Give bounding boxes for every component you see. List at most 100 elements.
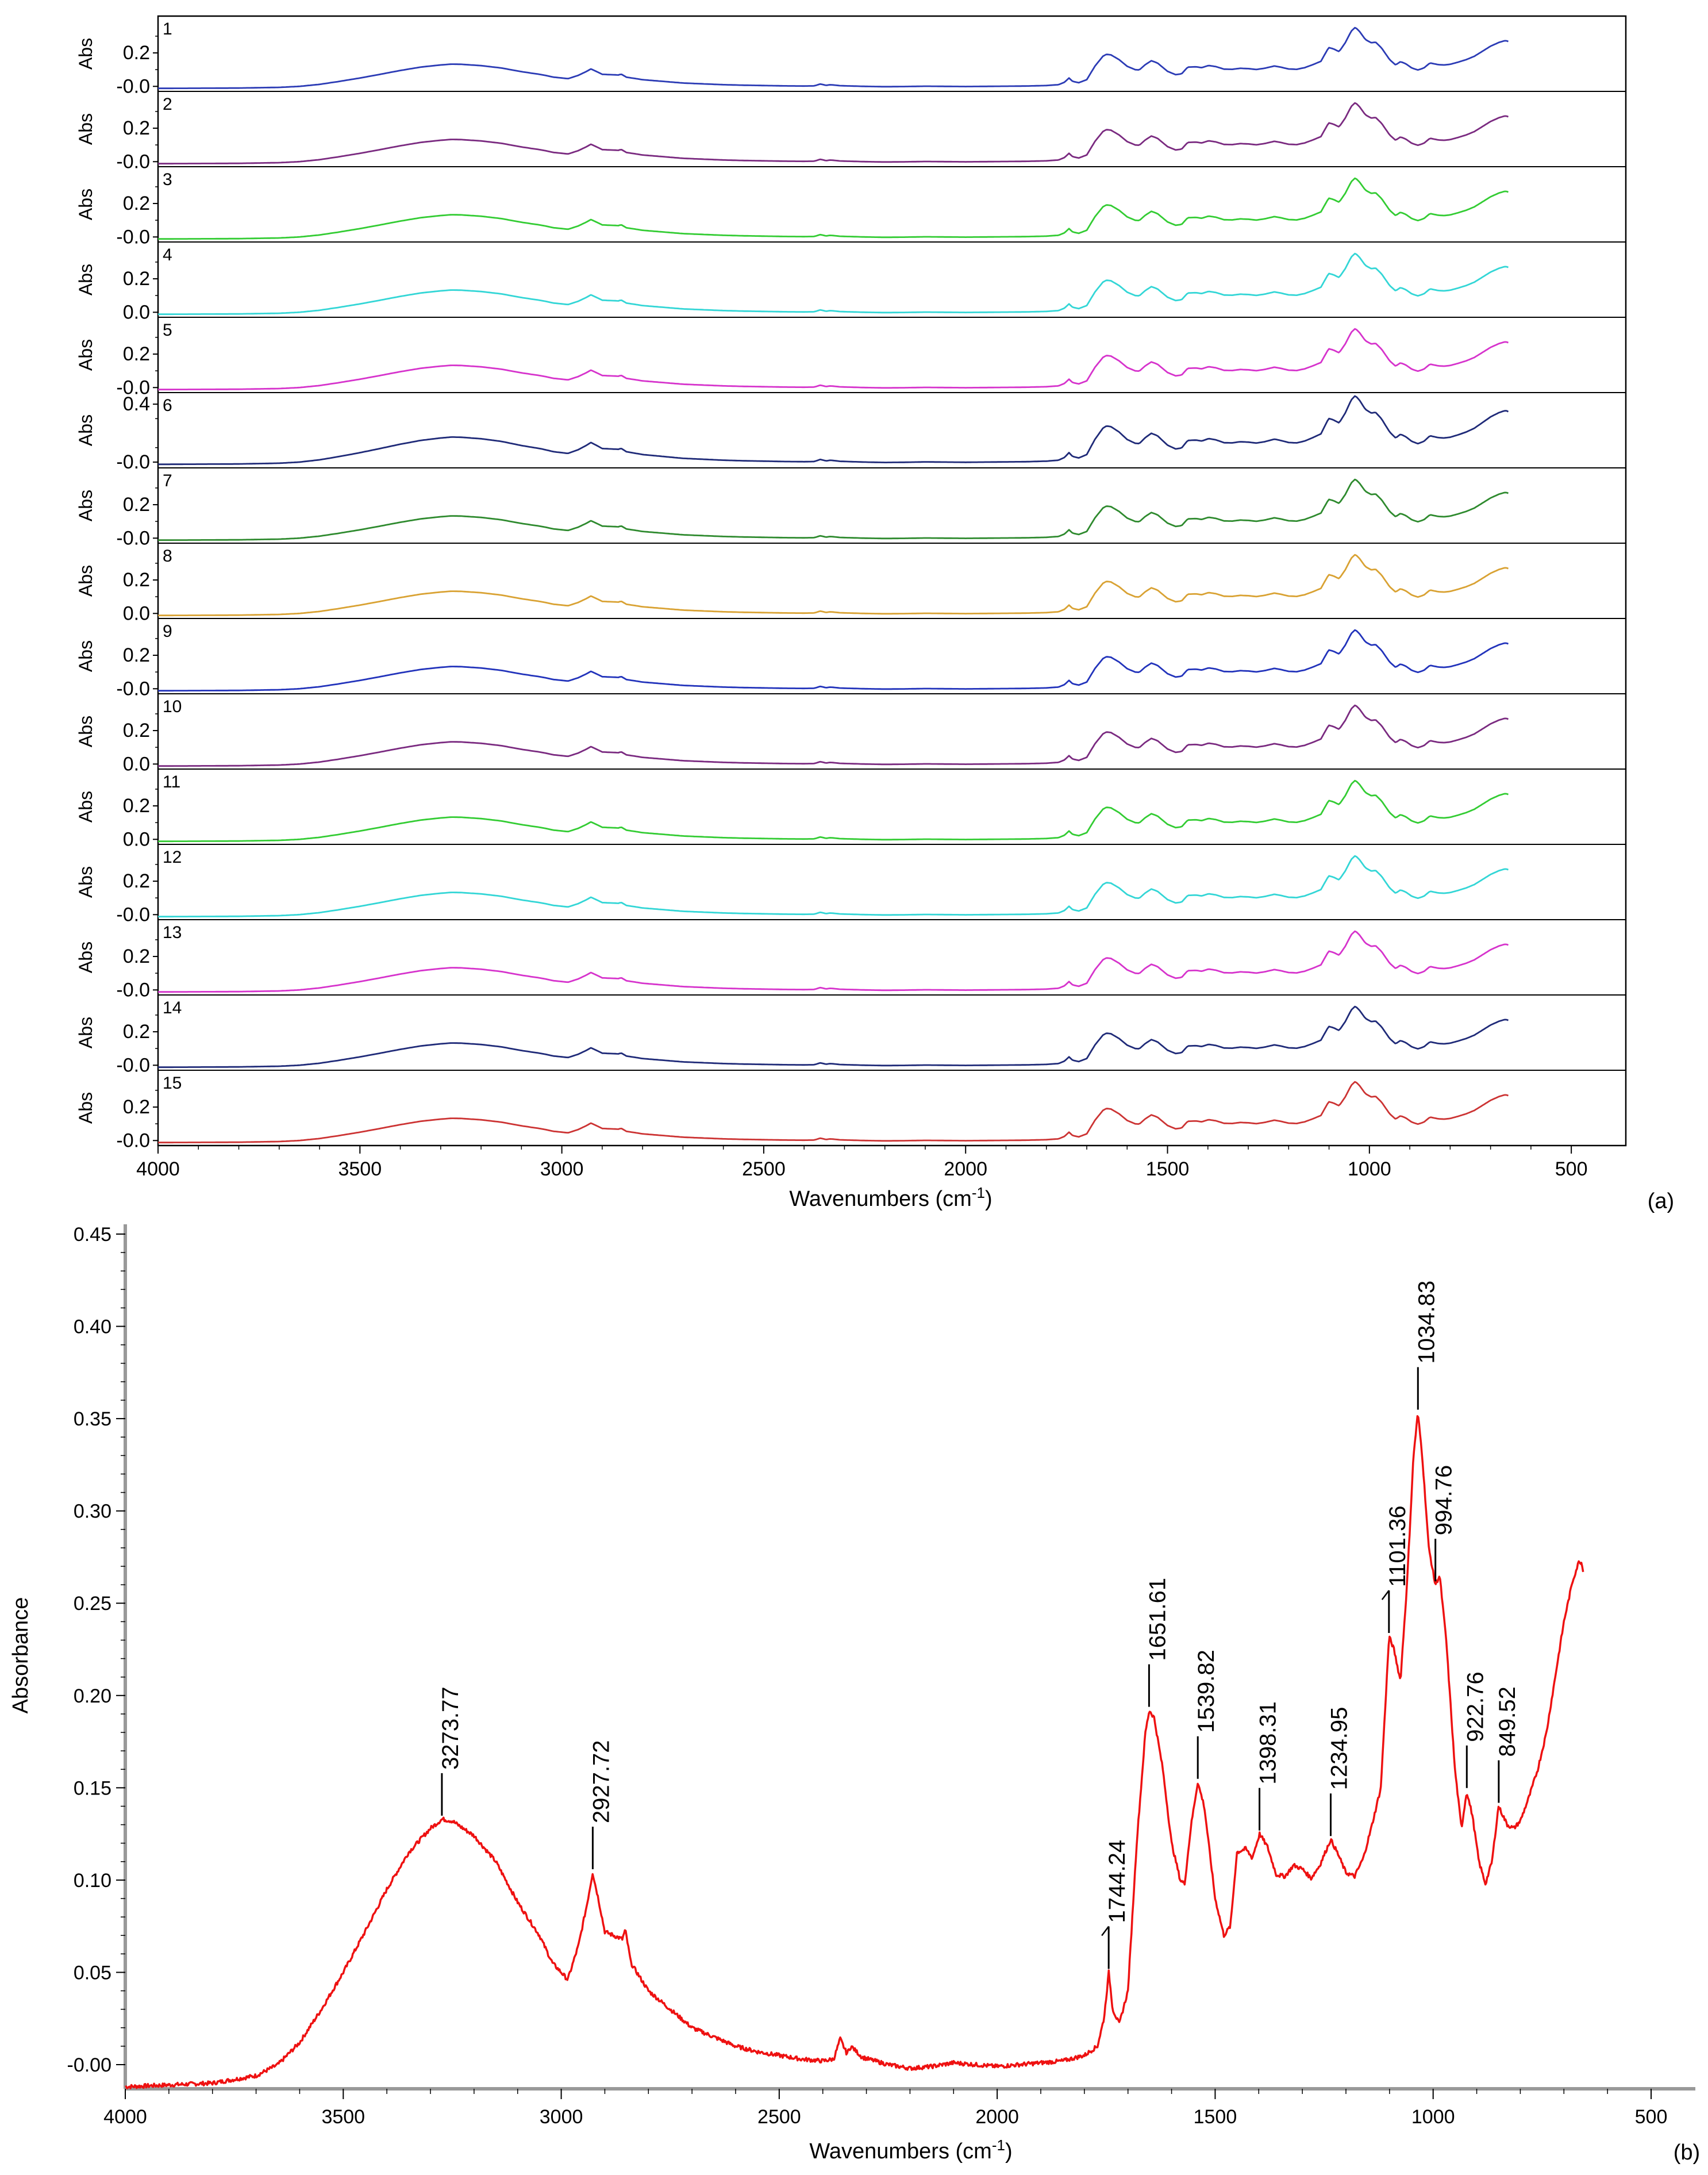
panel-a-y-tick-label: 0.0 xyxy=(123,753,150,775)
panel-a-spectrum-7 xyxy=(157,478,1509,541)
panel-a-spectrum-number: 7 xyxy=(163,471,172,490)
panel-a-x-tick-label: 1000 xyxy=(1348,1158,1391,1180)
panel-a-y-tick-label: -0.0 xyxy=(116,527,150,549)
panel-a-spectrum-number: 12 xyxy=(163,848,182,867)
peak-label: 1651.61 xyxy=(1145,1578,1170,1661)
panel-a-row-14: 0.2 -0.0 Abs 14 xyxy=(75,994,1626,1076)
panel-a-row-12: 0.2 -0.0 Abs 12 xyxy=(75,844,1626,925)
panel-a-row-6: 0.4 -0.0 Abs 6 xyxy=(75,392,1626,473)
panel-a-spectrum-13 xyxy=(157,930,1509,993)
panel-a-spectrum-5 xyxy=(157,328,1509,391)
panel-a-row-15: 0.2 -0.0 Abs 15 xyxy=(75,1070,1626,1151)
panel-a-y-tick-label: 0.2 xyxy=(123,117,150,139)
panel-b-y-tick-label: 0.40 xyxy=(74,1316,111,1338)
panel-a-spectrum-number: 8 xyxy=(163,547,172,566)
peak-marker-1034.83: 1034.83 xyxy=(1414,1281,1439,1410)
panel-a-y-tick-label: 0.0 xyxy=(123,828,150,850)
panel-a-y-axis-label: Abs xyxy=(75,866,96,898)
panel-a-y-tick-label: 0.0 xyxy=(123,301,150,323)
peak-label: 1398.31 xyxy=(1256,1701,1281,1785)
panel-a-x-tick-label: 3500 xyxy=(338,1158,382,1180)
peak-marker-1234.95: 1234.95 xyxy=(1326,1707,1352,1836)
panel-b-y-tick-label: 0.20 xyxy=(74,1685,111,1707)
panel-a-row-4: 0.2 0.0 Abs 4 xyxy=(75,241,1626,323)
peak-marker-849.52: 849.52 xyxy=(1495,1686,1520,1803)
panel-a-x-axis: 4000 3500 3000 2500 2000 1500 1000 500 xyxy=(136,1146,1588,1180)
panel-a-spectrum-number: 3 xyxy=(163,170,172,189)
panel-a-row-2: 0.2 -0.0 Abs 2 xyxy=(75,91,1626,172)
panel-b-y-tick-label: 0.45 xyxy=(74,1224,111,1246)
panel-b-y-axis-label: Absorbance xyxy=(9,1597,33,1714)
panel-a-spectrum-12 xyxy=(157,855,1509,918)
panel-a-y-tick-label: 0.2 xyxy=(123,569,150,591)
peak-label: 994.76 xyxy=(1432,1465,1457,1535)
panel-a-y-axis-label: Abs xyxy=(75,791,96,823)
panel-b-y-tick-label: 0.25 xyxy=(74,1593,111,1615)
peak-marker-3273.77: 3273.77 xyxy=(438,1686,463,1816)
peak-marker-2927.72: 2927.72 xyxy=(588,1740,614,1870)
panel-a-y-tick-label: 0.2 xyxy=(123,42,150,64)
panel-a-y-tick-label: -0.0 xyxy=(116,1129,150,1151)
panel-a-y-axis-label: Abs xyxy=(75,565,96,597)
panel-a-y-tick-label: 0.2 xyxy=(123,644,150,666)
panel-a-spectrum-number: 5 xyxy=(163,321,172,340)
panel-a-row-1: 0.2 -0.0 Abs 1 xyxy=(75,20,1509,97)
panel-a-x-axis-label: Wavenumbers (cm-1) xyxy=(789,1184,992,1211)
peak-label: 1234.95 xyxy=(1326,1707,1352,1790)
peak-marker-slash xyxy=(1101,1926,1110,1936)
panel-a-y-axis-label: Abs xyxy=(75,339,96,371)
panel-a-y-tick-label: 0.4 xyxy=(123,393,150,415)
panel-a-spectrum-6 xyxy=(157,395,1509,466)
panel-a-x-tick-label: 2500 xyxy=(742,1158,786,1180)
peak-marker-1744.24: 1744.24 xyxy=(1101,1840,1130,1969)
panel-a-y-tick-label: 0.2 xyxy=(123,494,150,516)
panel-a-spectrum-14 xyxy=(157,1005,1509,1069)
panel-b-x-axis: 4000 3500 3000 2500 2000 1500 1000 500 xyxy=(103,2089,1667,2128)
peak-marker-slash xyxy=(1381,1590,1390,1600)
panel-a-y-tick-label: 0.2 xyxy=(123,343,150,365)
peak-label: 1744.24 xyxy=(1105,1840,1130,1923)
panel-a-y-axis-label: Abs xyxy=(75,38,96,70)
panel-a-spectrum-11 xyxy=(157,779,1509,843)
panel-a-stacked-spectra: 0.2 -0.0 Abs 1 0.2 -0.0 Abs 2 0.2 -0.0 Abs 3 0.2 0.0 A… xyxy=(75,15,1674,1213)
panel-a-spectrum-3 xyxy=(157,177,1509,240)
panel-a-y-axis-label: Abs xyxy=(75,942,96,973)
panel-a-y-tick-label: -0.0 xyxy=(116,1054,150,1076)
panel-b-y-tick-label: 0.35 xyxy=(74,1408,111,1430)
peak-label: 922.76 xyxy=(1463,1671,1488,1742)
panel-a-y-tick-label: 0.2 xyxy=(123,193,150,214)
panel-a-row-10: 0.2 0.0 Abs 10 xyxy=(75,693,1626,775)
panel-a-y-axis-label: Abs xyxy=(75,189,96,220)
panel-a-y-tick-label: 0.2 xyxy=(123,1096,150,1118)
panel-b-spectrum-line xyxy=(125,1415,1584,2089)
peak-label: 849.52 xyxy=(1495,1686,1520,1757)
panel-a-y-axis-label: Abs xyxy=(75,1017,96,1048)
panel-a-spectrum-number: 1 xyxy=(163,20,172,39)
panel-b-y-tick-label: -0.00 xyxy=(67,2054,112,2076)
panel-a-rows: 0.2 -0.0 Abs 1 0.2 -0.0 Abs 2 0.2 -0.0 Abs 3 0.2 0.0 A… xyxy=(75,20,1626,1151)
panel-a-y-axis-label: Abs xyxy=(75,264,96,295)
panel-a-y-tick-label: -0.0 xyxy=(116,75,150,97)
peak-label: 3273.77 xyxy=(438,1686,463,1770)
panel-a-y-tick-label: 0.2 xyxy=(123,1021,150,1043)
panel-a-x-tick-label: 4000 xyxy=(136,1158,180,1180)
panel-a-spectrum-number: 10 xyxy=(163,697,182,716)
panel-a-y-tick-label: -0.0 xyxy=(116,451,150,473)
panel-a-spectrum-number: 9 xyxy=(163,622,172,641)
panel-a-spectrum-15 xyxy=(157,1081,1509,1144)
panel-a-y-tick-label: -0.0 xyxy=(116,376,150,398)
panel-a-y-tick-label: -0.0 xyxy=(116,904,150,925)
panel-b-y-tick-label: 0.10 xyxy=(74,1870,111,1892)
peak-marker-1539.82: 1539.82 xyxy=(1194,1650,1219,1779)
peak-label: 2927.72 xyxy=(588,1740,614,1823)
panel-a-spectrum-number: 2 xyxy=(163,95,172,114)
panel-a-spectrum-number: 13 xyxy=(163,923,182,942)
panel-a-spectrum-number: 6 xyxy=(163,396,172,415)
panel-a-spectrum-2 xyxy=(157,102,1509,165)
peak-label: 1101.36 xyxy=(1385,1505,1410,1587)
panel-a-y-tick-label: -0.0 xyxy=(116,226,150,248)
panel-a-x-tick-label: 2000 xyxy=(944,1158,987,1180)
panel-b-x-tick-label: 3000 xyxy=(540,2106,583,2128)
panel-b-spectrum: 0.45 0.40 0.35 0.30 0.25 0.20 0.15 0.10 0.05 -0.0… xyxy=(9,1224,1700,2165)
